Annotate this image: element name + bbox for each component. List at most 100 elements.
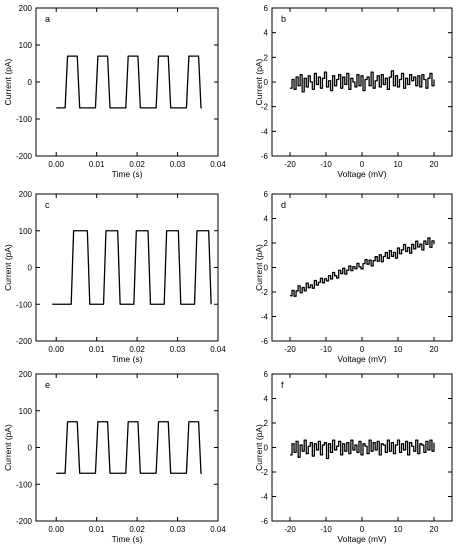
y-tick-label: -100 <box>16 115 33 124</box>
y-tick-label: 6 <box>264 190 269 199</box>
y-tick-label: 4 <box>264 395 269 404</box>
x-tick-label: 0.04 <box>210 345 226 354</box>
y-tick-label: -200 <box>16 517 33 526</box>
plot-frame <box>35 193 219 342</box>
plot-frame <box>271 373 453 522</box>
y-tick-label: -2 <box>261 468 269 477</box>
x-tick-label: 0 <box>360 525 365 534</box>
x-tick-label: -20 <box>284 160 296 169</box>
y-tick-label: -2 <box>261 103 269 112</box>
y-tick-label: -100 <box>16 300 33 309</box>
y-tick-label: 200 <box>19 4 33 13</box>
y-axis-label: Current (pA) <box>3 424 13 471</box>
x-axis-label: Time (s) <box>112 354 143 364</box>
x-tick-label: 10 <box>394 160 403 169</box>
y-tick-label: 0 <box>28 444 33 453</box>
series-line <box>290 237 435 297</box>
x-tick-label: 20 <box>430 160 439 169</box>
y-tick-label: 200 <box>19 190 33 199</box>
y-tick-label: 2 <box>264 419 269 428</box>
y-tick-label: -200 <box>16 337 33 346</box>
x-tick-label: 0.03 <box>170 525 186 534</box>
x-tick-label: -10 <box>320 525 332 534</box>
panel-label: c <box>45 200 50 210</box>
x-axis-label: Voltage (mV) <box>337 169 386 179</box>
y-tick-label: 0 <box>264 264 269 273</box>
x-tick-label: 0 <box>360 345 365 354</box>
chart-panel-e: 0.00 0.01 0.02 0.03 0.04 -200 -100 0 100 200 Time … <box>3 370 226 544</box>
series-line <box>56 55 202 109</box>
y-tick-label: -4 <box>261 493 269 502</box>
y-axis-label: Current (pA) <box>254 58 264 105</box>
y-tick-label: -4 <box>261 127 269 136</box>
y-tick-label: 2 <box>264 53 269 62</box>
y-tick-label: 200 <box>19 370 33 379</box>
y-axis-label: Current (pA) <box>254 424 264 471</box>
y-tick-label: 0 <box>264 444 269 453</box>
y-tick-label: 4 <box>264 29 269 38</box>
y-tick-label: -6 <box>261 337 269 346</box>
x-tick-label: 0 <box>360 160 365 169</box>
panel-label: f <box>281 380 284 390</box>
x-tick-label: -10 <box>320 160 332 169</box>
y-tick-label: 2 <box>264 239 269 248</box>
chart-panel-c: 0.00 0.01 0.02 0.03 0.04 -200 -100 0 100 200 Time … <box>3 190 226 364</box>
panel-label: e <box>45 380 50 390</box>
x-tick-label: -10 <box>320 345 332 354</box>
x-axis-label: Voltage (mV) <box>337 534 386 544</box>
chart-panel-a: 0.00 0.01 0.02 0.03 0.04 -200 -100 0 100 200 Time … <box>3 4 226 179</box>
x-tick-label: 0.03 <box>170 160 186 169</box>
y-tick-label: -6 <box>261 517 269 526</box>
x-tick-label: 0.00 <box>48 525 64 534</box>
y-axis-label: Current (pA) <box>254 244 264 291</box>
x-tick-label: 0.01 <box>89 345 105 354</box>
x-tick-label: 0.00 <box>48 160 64 169</box>
y-tick-label: -200 <box>16 152 33 161</box>
x-tick-label: 20 <box>430 345 439 354</box>
panel-label: d <box>281 200 286 210</box>
x-tick-label: 0.02 <box>129 160 145 169</box>
panel-label: a <box>45 14 50 24</box>
plot-frame <box>271 7 453 157</box>
x-axis-label: Voltage (mV) <box>337 354 386 364</box>
x-axis-label: Time (s) <box>112 534 143 544</box>
x-tick-label: -20 <box>284 525 296 534</box>
y-axis-label: Current (pA) <box>3 244 13 291</box>
x-tick-label: 0.04 <box>210 525 226 534</box>
x-tick-label: 0.00 <box>48 345 64 354</box>
x-tick-label: 0.04 <box>210 160 226 169</box>
y-tick-label: 0 <box>264 78 269 87</box>
series-line <box>290 70 435 93</box>
y-tick-label: 100 <box>19 227 33 236</box>
y-tick-label: 6 <box>264 370 269 379</box>
panel-label: b <box>281 14 286 24</box>
y-tick-label: 0 <box>28 78 33 87</box>
x-tick-label: 0.01 <box>89 525 105 534</box>
x-tick-label: 0.01 <box>89 160 105 169</box>
y-tick-label: -4 <box>261 313 269 322</box>
series-line <box>290 439 435 460</box>
x-axis-label: Time (s) <box>112 169 143 179</box>
series-line <box>52 230 212 305</box>
y-tick-label: -100 <box>16 480 33 489</box>
y-tick-label: 4 <box>264 215 269 224</box>
x-tick-label: 0.03 <box>170 345 186 354</box>
x-tick-label: 0.02 <box>129 525 145 534</box>
x-tick-label: 0.02 <box>129 345 145 354</box>
y-tick-label: -2 <box>261 288 269 297</box>
y-tick-label: -6 <box>261 152 269 161</box>
x-tick-label: -20 <box>284 345 296 354</box>
x-tick-label: 10 <box>394 525 403 534</box>
x-tick-label: 10 <box>394 345 403 354</box>
y-tick-label: 0 <box>28 264 33 273</box>
plot-frame <box>271 193 453 342</box>
y-tick-label: 6 <box>264 4 269 13</box>
series-line <box>56 421 202 474</box>
y-axis-label: Current (pA) <box>3 58 13 105</box>
y-tick-label: 100 <box>19 41 33 50</box>
y-tick-label: 100 <box>19 407 33 416</box>
